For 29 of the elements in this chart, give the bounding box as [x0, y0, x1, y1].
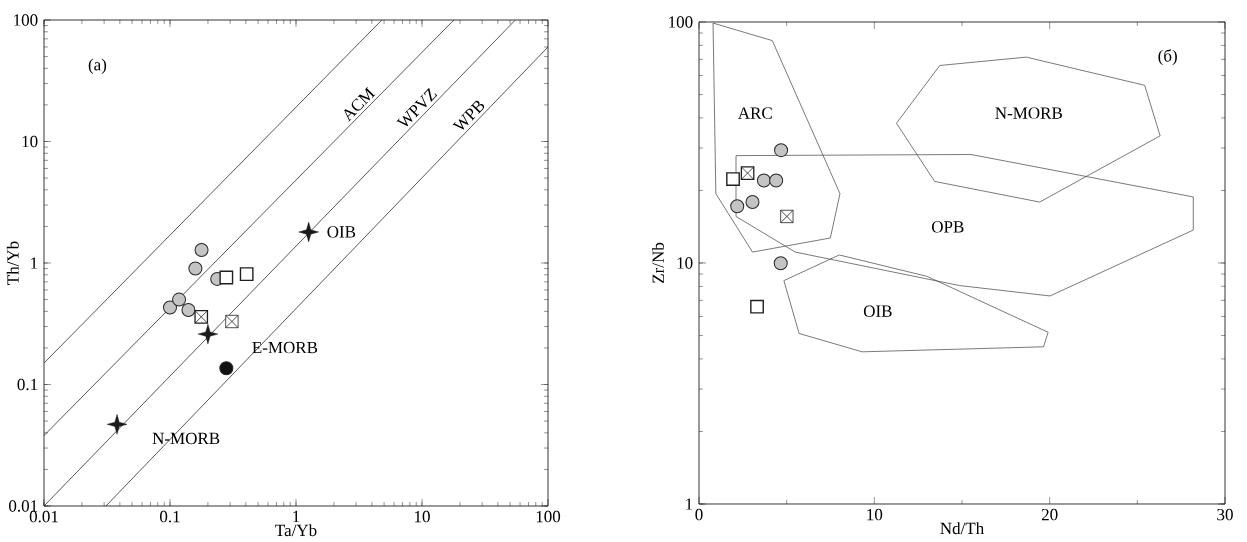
y-tick-label: 0.01 [9, 500, 38, 512]
x-tick-label: 0.1 [160, 510, 180, 523]
y-axis-title: Zr/Nb [652, 242, 664, 283]
y-tick-label: 10 [677, 257, 693, 269]
annotation: N-MORB [995, 107, 1062, 119]
x-tick-label: 30 [1217, 508, 1233, 521]
annotation: E-MORB [252, 341, 318, 354]
annotation: (б) [1158, 49, 1177, 66]
x-tick-label: 10 [867, 508, 883, 521]
y-tick-label: 0.1 [17, 378, 38, 391]
annotation: ARC [737, 107, 772, 119]
x-tick-label: 10 [414, 510, 430, 523]
x-tick-label: 0 [695, 508, 703, 521]
x-axis-title: Ta/Yb [275, 524, 317, 537]
annotation: (a) [88, 58, 107, 74]
y-tick-label: 1 [31, 257, 38, 269]
annotation: OPB [931, 221, 964, 233]
x-tick-label: 100 [536, 510, 561, 523]
x-tick-label: 1 [293, 510, 300, 523]
annotation: OIB [327, 226, 356, 238]
y-tick-label: 1 [686, 498, 693, 510]
annotation: OIB [863, 305, 892, 317]
annotation: N-MORB [152, 432, 220, 445]
y-tick-label: 100 [669, 16, 693, 28]
x-tick-label: 20 [1041, 508, 1058, 521]
y-axis-title: Th/Yb [6, 241, 19, 285]
y-tick-label: 100 [14, 14, 38, 26]
y-tick-label: 10 [22, 135, 38, 148]
x-axis-title: Nd/Th [940, 522, 984, 535]
